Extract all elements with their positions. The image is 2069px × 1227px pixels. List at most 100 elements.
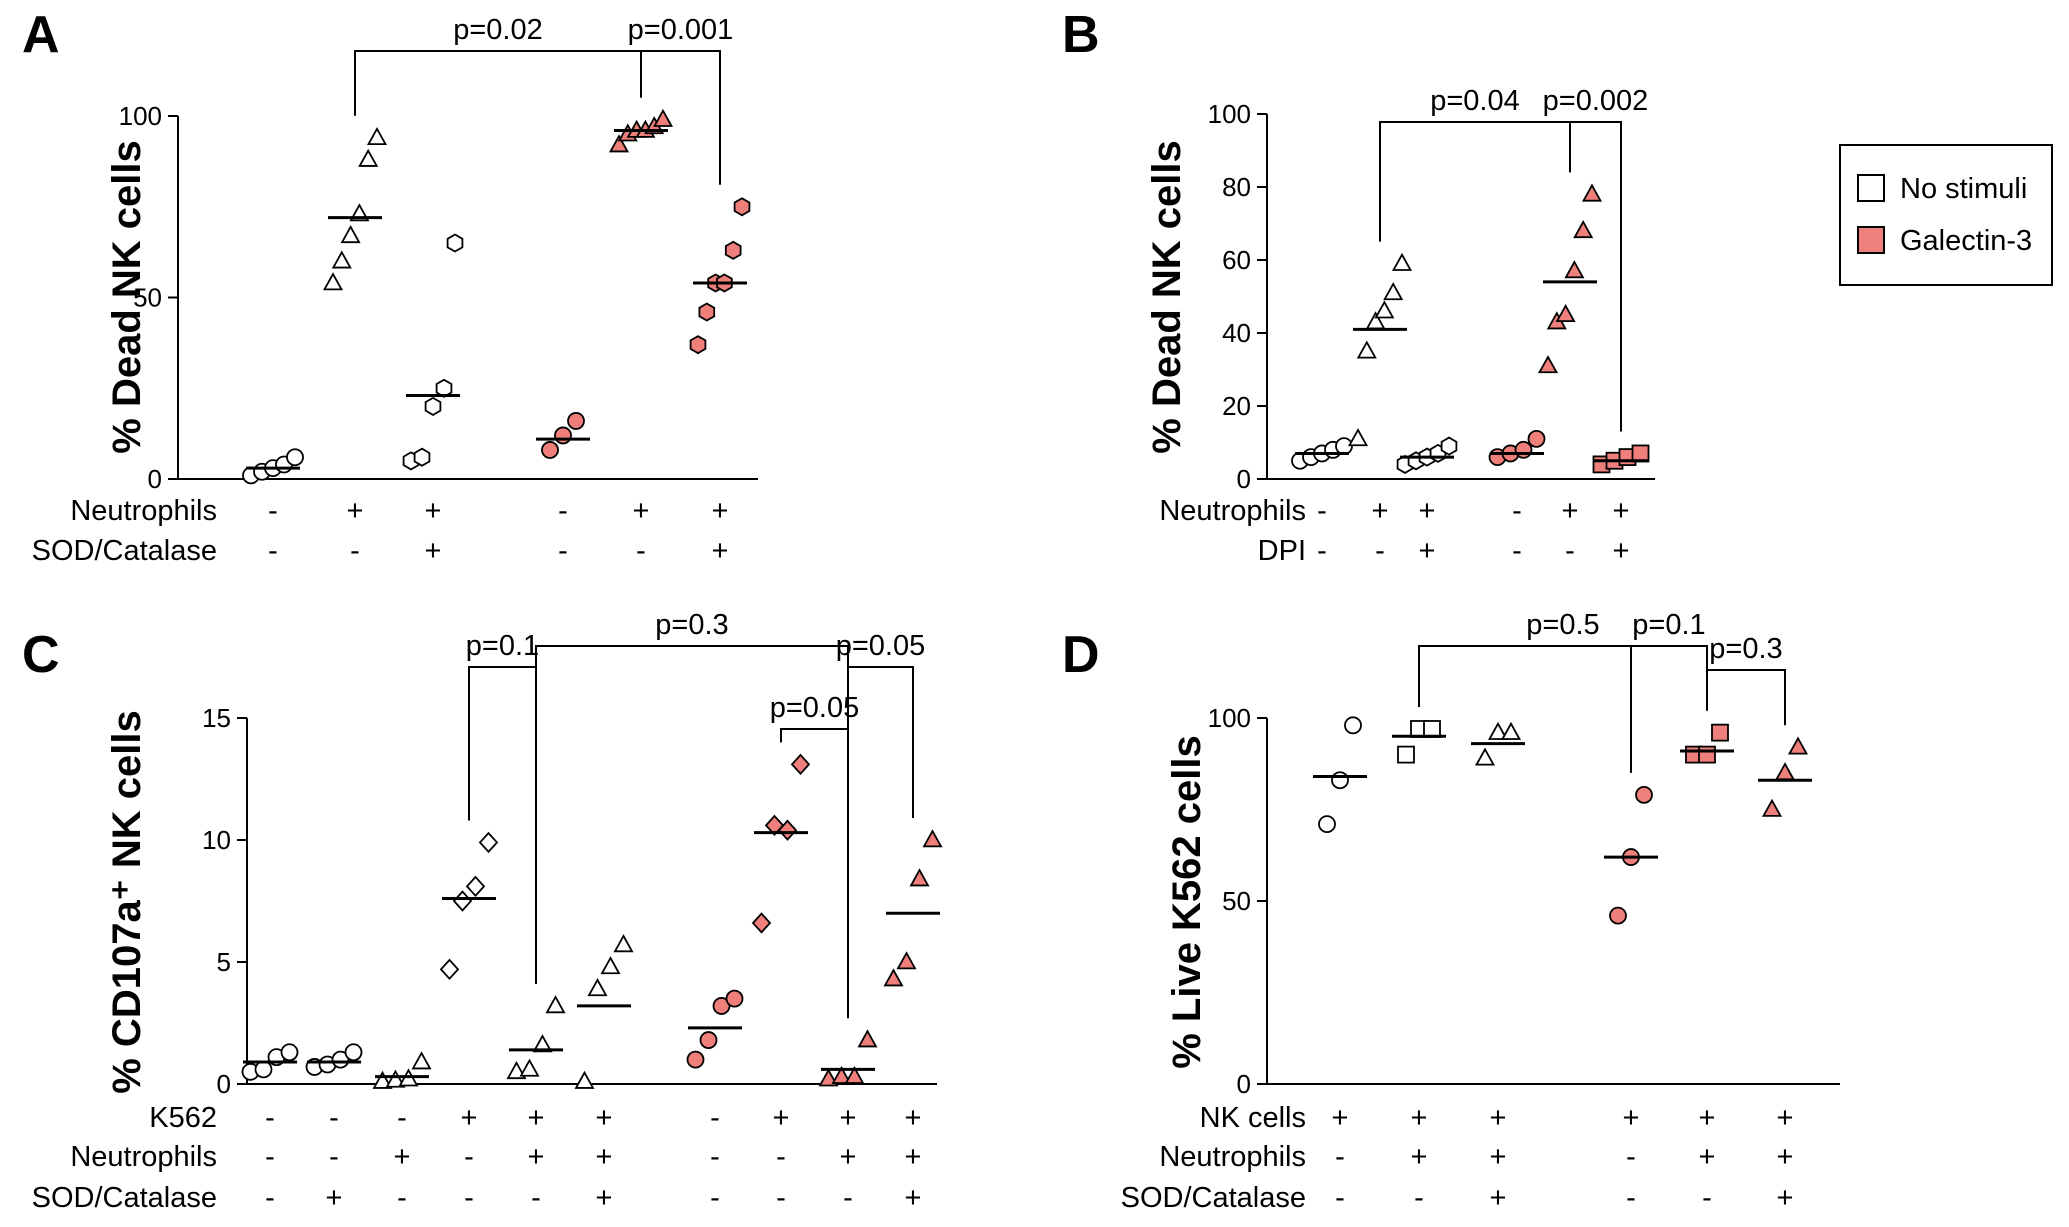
panel-c-p-value: p=0.3 <box>655 609 728 641</box>
panel-d-condition-sign: + <box>1490 1182 1507 1214</box>
panel-c-data-point <box>896 951 917 970</box>
panel-b-y-tick-label: 40 <box>1222 318 1251 348</box>
panel-d-data-point <box>1787 736 1809 755</box>
panel-a-condition-sign: + <box>712 535 729 567</box>
panel-a-data-point <box>413 447 431 467</box>
panel-d-condition-sign: + <box>1699 1102 1716 1134</box>
panel-c-condition-sign: - <box>397 1102 407 1134</box>
panel-d-comparison-bracket <box>1418 645 1708 711</box>
panel-a-p-value: p=0.001 <box>628 14 734 46</box>
panel-a-data-point <box>424 396 442 416</box>
panel-c-condition-sign: - <box>710 1102 720 1134</box>
panel-d-condition-sign: + <box>1332 1102 1349 1134</box>
panel-c-condition-sign: + <box>596 1182 613 1214</box>
panel-b-data-point <box>1581 183 1603 202</box>
panel-d-y-tick-label: 50 <box>1222 886 1251 916</box>
panel-b-condition-sign: + <box>1562 495 1579 527</box>
panel-a-condition-sign: - <box>268 535 278 567</box>
panel-c-data-point <box>519 1058 540 1077</box>
panel-c-condition-sign: + <box>905 1182 922 1214</box>
panel-c-p-value: p=0.05 <box>770 692 860 724</box>
panel-c-y-tick-label: 15 <box>202 703 231 733</box>
panel-a-data-point <box>331 250 352 269</box>
panel-b-label: B <box>1062 6 1100 64</box>
panel-c-label: C <box>22 626 60 684</box>
panel-b-data-point <box>1335 437 1353 456</box>
panel-b-data-point <box>1631 444 1650 463</box>
legend: No stimuli Galectin-3 <box>1839 144 2053 286</box>
panel-c-data-point <box>777 819 798 841</box>
panel-d-data-point <box>1474 747 1496 766</box>
panel-b-y-tick-label: 100 <box>1208 99 1251 129</box>
panel-b-condition-sign: + <box>1419 535 1436 567</box>
panel-c-data-point <box>790 753 811 776</box>
panel-c-condition-sign: - <box>265 1102 275 1134</box>
panel-a-y-tick-label: 100 <box>119 101 162 131</box>
panel-a-condition-sign: - <box>636 535 646 567</box>
panel-c-data-point <box>411 1051 432 1070</box>
panel-d-data-point <box>1397 745 1415 764</box>
panel-a-condition-sign: + <box>425 535 442 567</box>
panel-b-condition-label: DPI <box>1258 535 1306 567</box>
panel-b-condition-sign: - <box>1317 495 1327 527</box>
panel-b-data-point <box>1564 260 1585 279</box>
panel-c-data-point <box>857 1029 878 1048</box>
panel-b-y-axis-label: % Dead NK cells <box>1145 140 1189 453</box>
panel-d-data-point <box>1761 798 1783 817</box>
panel-a-p-value: p=0.02 <box>453 14 543 46</box>
panel-b-comparison-bracket <box>1569 121 1622 432</box>
panel-a-data-point <box>554 426 572 445</box>
panel-c-condition-sign: + <box>905 1102 922 1134</box>
panel-c-data-point <box>344 1043 363 1062</box>
panel-a-comparison-bracket <box>640 50 721 185</box>
panel-b-condition-sign: - <box>1565 535 1575 567</box>
panel-c-p-value: p=0.1 <box>466 630 539 662</box>
panel-d-y-tick-label: 0 <box>1237 1069 1251 1099</box>
panel-a-data-point <box>724 240 742 260</box>
panel-d-condition-sign: - <box>1335 1141 1345 1173</box>
legend-swatch-no-stimuli <box>1857 174 1885 202</box>
panel-a-y-tick-label: 50 <box>133 283 162 313</box>
panel-c-condition-sign: + <box>840 1141 857 1173</box>
panel-b-data-point <box>1391 252 1413 271</box>
panel-a-data-point <box>608 134 630 153</box>
panel-c-condition-sign: - <box>464 1182 474 1214</box>
panel-d-condition-sign: + <box>1411 1102 1428 1134</box>
panel-d-condition-label: Neutrophils <box>1159 1141 1306 1173</box>
panel-a-comparison-bracket <box>354 50 642 116</box>
panel-a-data-point <box>689 335 707 355</box>
panel-a-data-point <box>541 441 559 459</box>
panel-a-y-tick-label: 0 <box>148 464 162 494</box>
panel-d-condition-sign: - <box>1626 1141 1636 1173</box>
panel-d-data-point <box>1500 721 1522 740</box>
panel-a-chart: 0 50 100 % Dead NK cells Neutrophils - + + - + + SO… <box>32 14 758 567</box>
panel-b-data-point <box>1383 282 1404 301</box>
panel-c-condition-sign: + <box>461 1102 478 1134</box>
panel-d-condition-sign: + <box>1490 1102 1507 1134</box>
panel-c-condition-sign: + <box>773 1102 790 1134</box>
panel-d-condition-sign: - <box>1626 1182 1636 1214</box>
panel-d-comparison-bracket <box>1706 669 1786 726</box>
panel-a-condition-sign: + <box>712 495 729 527</box>
panel-b-data-point <box>1555 303 1576 323</box>
panel-d-chart: 0 50 100% Live K562 cells NK cells + + + + + + Neu… <box>1121 609 1840 1214</box>
panel-d-condition-sign: + <box>1777 1182 1794 1214</box>
panel-c-condition-sign: - <box>776 1141 786 1173</box>
panel-a-label: A <box>22 6 60 64</box>
panel-d-condition-sign: + <box>1623 1102 1640 1134</box>
panel-b-condition-sign: + <box>1613 495 1630 527</box>
panel-b-condition-label: Neutrophils <box>1159 495 1306 527</box>
panel-d-condition-sign: - <box>1414 1182 1424 1214</box>
panel-c-condition-sign: - <box>776 1182 786 1214</box>
panel-d-data-point <box>1318 815 1336 834</box>
panel-c-y-tick-label: 10 <box>202 825 231 855</box>
panel-d-y-axis-label: % Live K562 cells <box>1165 735 1209 1069</box>
panel-a-data-point <box>733 197 751 217</box>
legend-label-galectin-3: Galectin-3 <box>1900 225 2032 257</box>
panel-b-data-point <box>1537 355 1559 374</box>
panel-d-condition-sign: + <box>1699 1141 1716 1173</box>
panel-c-y-axis-label: % CD107a⁺ NK cells <box>105 710 149 1094</box>
panel-c-data-point <box>439 958 460 981</box>
panel-c-data-point <box>280 1043 299 1062</box>
